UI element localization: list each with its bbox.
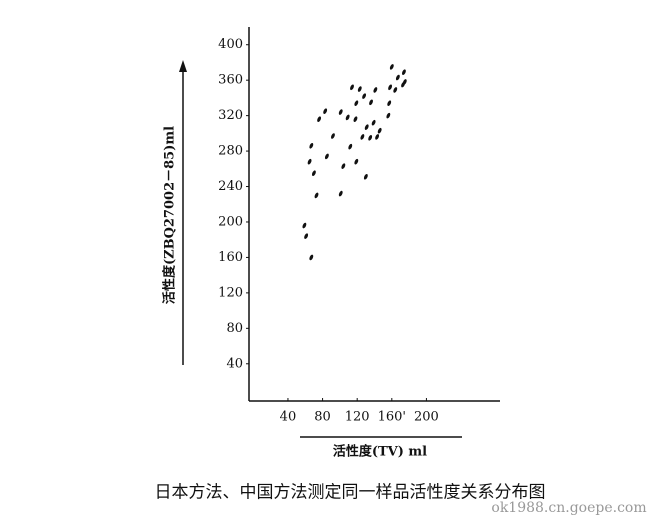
y-tick-label: 280: [218, 144, 243, 159]
point: [324, 153, 329, 160]
y-tick-label: 360: [218, 73, 243, 88]
point: [402, 69, 406, 76]
point: [350, 84, 354, 91]
point: [314, 192, 319, 199]
point: [323, 108, 328, 114]
point: [389, 64, 394, 70]
y-tick-label: 160: [218, 250, 243, 265]
point: [317, 116, 322, 122]
point: [368, 134, 373, 141]
point: [338, 190, 343, 197]
point: [388, 84, 393, 91]
x-tick-label: 80: [314, 410, 331, 425]
point: [354, 100, 359, 107]
point: [387, 100, 392, 107]
y-axis-label: 活性度(ZBQ27002－85)ml: [162, 126, 178, 304]
point: [354, 158, 359, 165]
point: [369, 99, 373, 106]
x-tick-label: 120: [345, 410, 370, 425]
point: [386, 112, 391, 119]
point: [348, 143, 353, 150]
point: [345, 114, 350, 121]
point: [357, 86, 362, 92]
point: [364, 124, 369, 130]
point: [338, 109, 343, 115]
caption: 日本方法、中国方法测定同一样品活性度关系分布图: [155, 483, 546, 503]
point: [393, 87, 398, 93]
x-axis-label: 活性度(TV) ml: [333, 444, 427, 460]
y-tick-label: 80: [226, 321, 243, 336]
point: [353, 116, 358, 122]
point: [362, 93, 367, 99]
y-tick-label: 400: [218, 37, 243, 52]
point: [363, 173, 368, 180]
point: [309, 254, 314, 261]
y-tick-label: 240: [218, 179, 243, 194]
point: [373, 87, 378, 93]
point: [307, 158, 312, 165]
y-arrow-head: [179, 60, 187, 72]
point: [331, 133, 335, 139]
point: [311, 170, 316, 177]
x-tick-label: 200: [414, 410, 439, 425]
point: [341, 163, 346, 169]
y-tick-label: 320: [218, 108, 243, 123]
watermark: ok1988.cn.goepe.com: [491, 500, 646, 516]
point: [377, 127, 382, 134]
point: [402, 79, 407, 85]
x-tick-label: 160': [378, 410, 406, 425]
y-tick-label: 40: [226, 356, 243, 371]
point: [371, 119, 376, 126]
y-tick-label: 200: [218, 214, 243, 229]
point: [360, 134, 365, 140]
point: [309, 142, 314, 149]
point: [302, 222, 307, 229]
y-tick-label: 120: [218, 285, 243, 300]
point: [375, 134, 380, 140]
point: [395, 74, 400, 81]
x-tick-label: 40: [280, 410, 297, 425]
point: [304, 233, 309, 239]
